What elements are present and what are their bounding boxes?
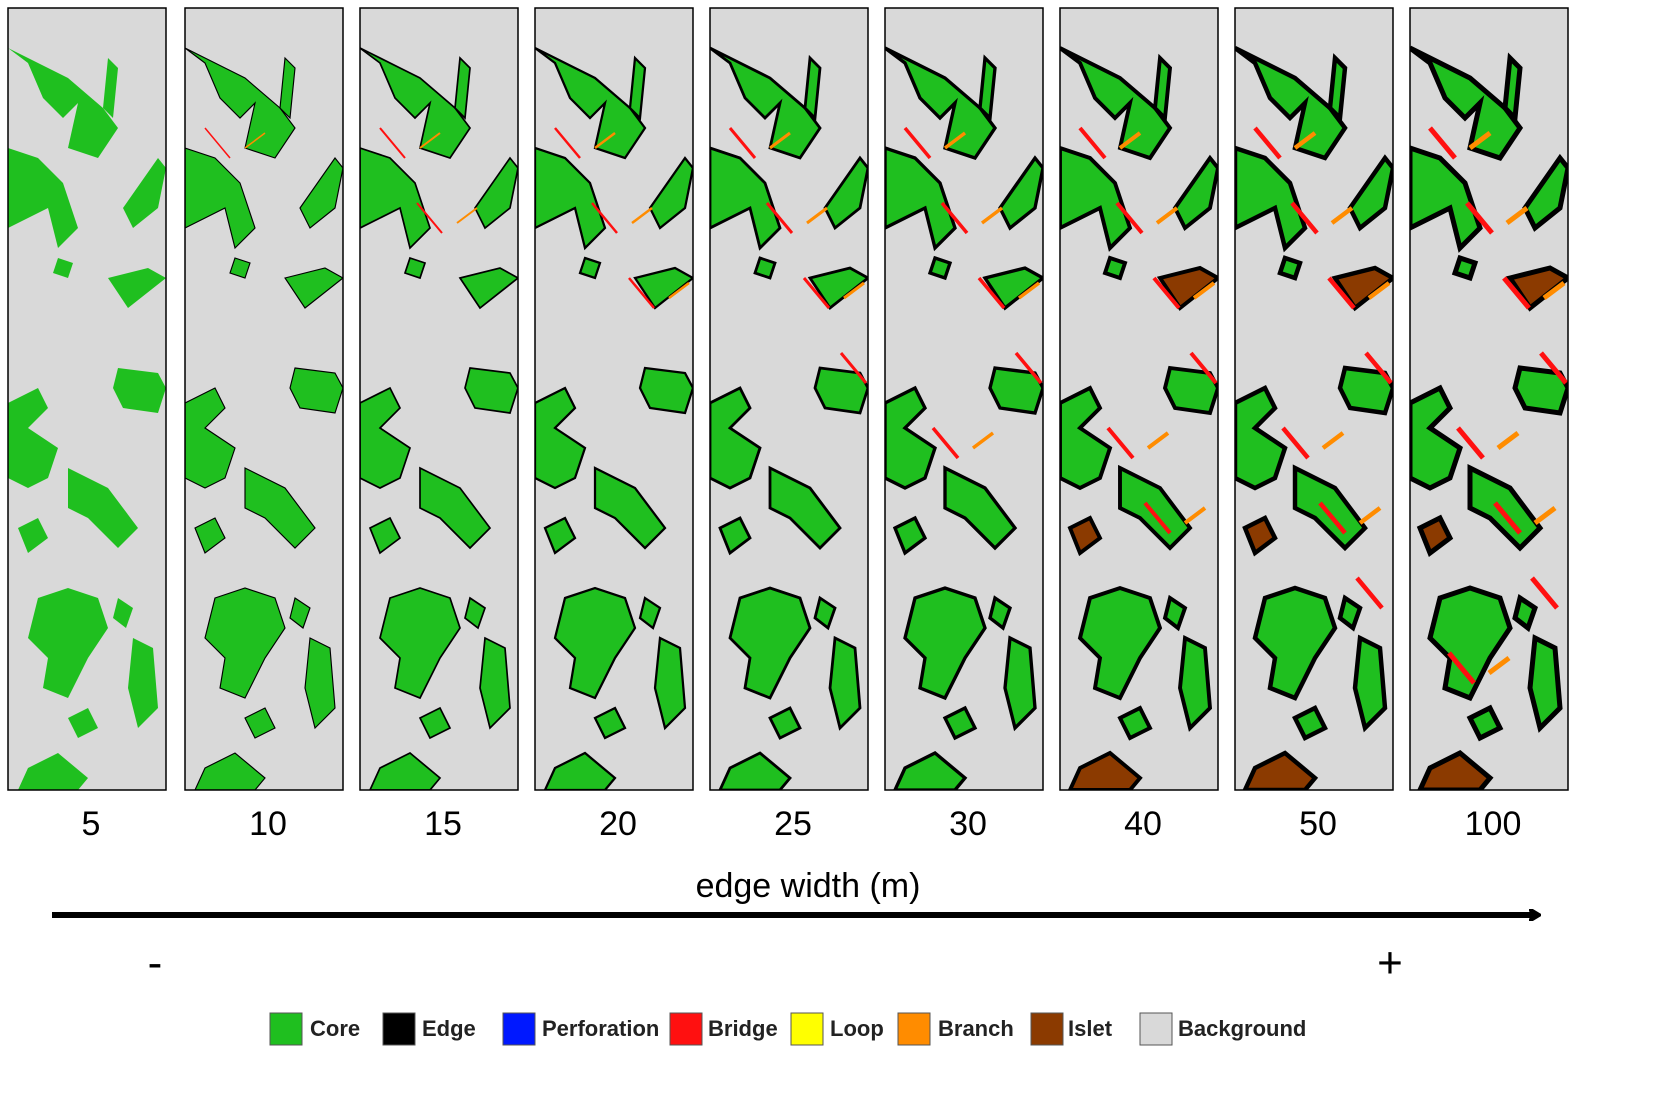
patch bbox=[1155, 58, 1170, 118]
map-content bbox=[8, 8, 166, 790]
patch bbox=[1105, 258, 1125, 278]
panel-label: 100 bbox=[1465, 805, 1522, 843]
legend-label: Background bbox=[1178, 1016, 1306, 1041]
panel-label: 40 bbox=[1124, 805, 1162, 843]
map-content bbox=[535, 8, 693, 790]
arrow-end: + bbox=[1377, 939, 1403, 988]
legend-swatch bbox=[670, 1013, 702, 1045]
patch bbox=[1530, 638, 1560, 728]
patch bbox=[755, 258, 775, 278]
patch bbox=[640, 368, 693, 413]
legend-swatch bbox=[270, 1013, 302, 1045]
panel-label: 15 bbox=[424, 805, 462, 843]
legend: Core Edge Perforation Bridge Loop Branch Islet… bbox=[270, 1013, 1306, 1045]
legend-label: Bridge bbox=[708, 1016, 778, 1041]
panel-label: 25 bbox=[774, 805, 812, 843]
map-content bbox=[1235, 8, 1426, 790]
panel-label: 5 bbox=[82, 805, 101, 843]
map-panel bbox=[710, 8, 901, 790]
panel-label: 20 bbox=[599, 805, 637, 843]
patch bbox=[1355, 638, 1385, 728]
map-panel bbox=[535, 8, 693, 790]
legend-swatch bbox=[1140, 1013, 1172, 1045]
map-content bbox=[710, 8, 901, 790]
map-panel bbox=[885, 8, 1076, 790]
legend-label: Branch bbox=[938, 1016, 1014, 1041]
legend-swatch bbox=[503, 1013, 535, 1045]
legend-label: Edge bbox=[422, 1016, 476, 1041]
map-panel bbox=[1410, 8, 1601, 790]
axis-label: edge width (m) bbox=[696, 867, 921, 905]
legend-label: Perforation bbox=[542, 1016, 659, 1041]
panel-label: 30 bbox=[949, 805, 987, 843]
map-content bbox=[1410, 8, 1601, 790]
patch bbox=[1330, 58, 1345, 118]
patch bbox=[1455, 258, 1475, 278]
map-content bbox=[360, 8, 518, 790]
map-panel bbox=[360, 8, 518, 790]
patch bbox=[930, 258, 950, 278]
legend-swatch bbox=[898, 1013, 930, 1045]
legend-label: Islet bbox=[1068, 1016, 1113, 1041]
patch bbox=[1505, 58, 1520, 118]
branch bbox=[1572, 583, 1592, 598]
map-panel bbox=[1060, 8, 1251, 790]
map-panel bbox=[8, 8, 166, 790]
patch bbox=[1280, 258, 1300, 278]
legend-label: Core bbox=[310, 1016, 360, 1041]
map-panel bbox=[185, 8, 343, 790]
panel-label: 50 bbox=[1299, 805, 1337, 843]
figure: edge width (m) - + Core Edge Perforation Br… bbox=[0, 0, 1654, 1104]
arrow-start: - bbox=[148, 939, 163, 988]
panels bbox=[8, 8, 1601, 790]
branch bbox=[1581, 358, 1601, 373]
map-content bbox=[185, 8, 343, 790]
legend-swatch bbox=[1031, 1013, 1063, 1045]
map-content bbox=[1060, 8, 1251, 790]
patch bbox=[580, 258, 600, 278]
panel-label: 10 bbox=[249, 805, 287, 843]
legend-swatch bbox=[791, 1013, 823, 1045]
map-content bbox=[885, 8, 1076, 790]
map-panel bbox=[1235, 8, 1426, 790]
legend-swatch bbox=[383, 1013, 415, 1045]
legend-label: Loop bbox=[830, 1016, 884, 1041]
